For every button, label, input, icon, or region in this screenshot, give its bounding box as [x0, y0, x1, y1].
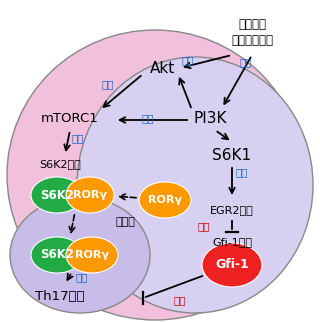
Text: Akt: Akt — [150, 61, 176, 75]
Text: EGR2発現: EGR2発現 — [210, 205, 254, 215]
Text: Gfi-1: Gfi-1 — [215, 259, 249, 271]
Text: 促進: 促進 — [240, 57, 252, 67]
Text: S6K1: S6K1 — [212, 147, 252, 163]
Ellipse shape — [66, 177, 114, 213]
Text: 促進: 促進 — [72, 133, 84, 143]
Text: S6K2: S6K2 — [40, 249, 74, 261]
Ellipse shape — [31, 177, 83, 213]
Text: Th17分化: Th17分化 — [35, 289, 85, 302]
Text: 促進: 促進 — [102, 79, 114, 89]
Ellipse shape — [31, 237, 83, 273]
Text: Gfi-1発現: Gfi-1発現 — [212, 237, 252, 247]
Text: 促進: 促進 — [75, 272, 87, 282]
Ellipse shape — [202, 243, 262, 287]
Text: 核移行: 核移行 — [115, 217, 135, 227]
Text: サイトカイン: サイトカイン — [231, 34, 273, 47]
Text: RORγ: RORγ — [75, 250, 109, 260]
Text: PI3K: PI3K — [193, 110, 227, 126]
Text: S6K2発現: S6K2発現 — [39, 159, 81, 169]
Text: mTORC1: mTORC1 — [41, 111, 99, 125]
Ellipse shape — [7, 30, 303, 320]
Text: 促進: 促進 — [142, 113, 154, 123]
Text: 促進: 促進 — [182, 55, 194, 65]
Ellipse shape — [66, 237, 118, 273]
Text: 促進: 促進 — [235, 167, 247, 177]
Text: S6K2: S6K2 — [40, 188, 74, 202]
Text: RORγ: RORγ — [73, 190, 107, 200]
Text: RORγ: RORγ — [148, 195, 182, 205]
Ellipse shape — [139, 182, 191, 218]
Ellipse shape — [77, 57, 313, 313]
Text: 抑制: 抑制 — [173, 295, 186, 305]
Ellipse shape — [10, 197, 150, 313]
Text: 抑制: 抑制 — [197, 221, 210, 231]
Text: 抗原刺激: 抗原刺激 — [238, 18, 266, 31]
